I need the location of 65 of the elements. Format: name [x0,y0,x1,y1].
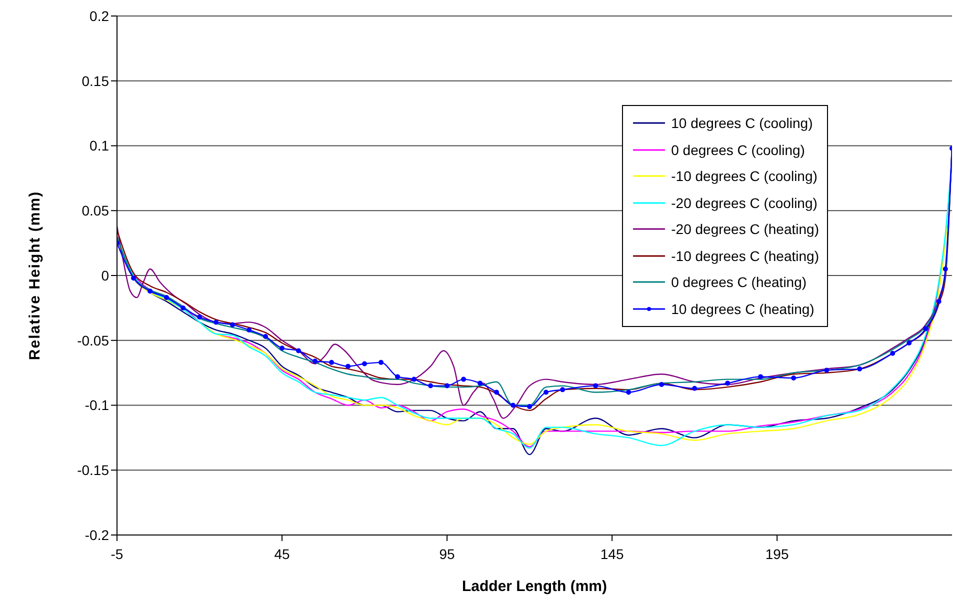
point [180,305,186,310]
y-axis-title: Relative Height (mm) [26,190,44,360]
point [923,326,928,332]
point [378,360,384,365]
legend-label: -10 degrees C (cooling) [671,168,818,184]
y-tick-label: -0.15 [77,462,110,478]
y-tick-label: 0.05 [82,202,110,219]
point [164,295,170,300]
point [510,402,516,408]
point [312,358,318,364]
y-tick-label: 0.1 [90,138,110,154]
point [692,386,698,391]
point [263,334,268,339]
point [906,340,912,346]
point [478,380,483,386]
point [890,350,896,356]
point [758,374,764,380]
point [824,368,830,373]
legend-label: 0 degrees C (cooling) [671,142,805,158]
point [329,360,334,365]
legend-label: 10 degrees C (cooling) [671,115,813,132]
point [461,376,466,382]
y-tick-label: 0.15 [82,72,110,89]
point [230,322,236,328]
point [444,383,450,388]
x-tick-label: 145 [600,546,624,562]
point [659,382,664,387]
y-tick-label: 0 [101,267,110,284]
legend-label: -10 degrees C (heating) [671,248,819,264]
point [494,390,500,395]
y-tick-label: -0.2 [84,526,110,543]
point [280,346,285,351]
legend-label: -20 degrees C (heating) [671,221,819,238]
point [395,374,400,380]
x-axis-title: Ladder Length (mm) [462,578,607,595]
point [246,327,252,332]
point [362,361,368,366]
point [560,387,566,392]
point [131,276,136,281]
legend-label: -20 degrees C (cooling) [671,194,818,211]
point [626,390,632,395]
x-tick-label: 195 [765,546,789,562]
point [725,380,730,386]
point [148,288,153,294]
y-tick-label: 0.2 [90,8,110,24]
x-tick-label: -5 [110,546,124,562]
y-tick-label: -0.1 [84,397,110,414]
point [544,390,549,395]
point [593,383,598,388]
point [214,320,219,325]
point [346,364,351,369]
point [857,366,862,372]
point [791,376,796,381]
point [527,404,532,410]
point [296,348,302,354]
legend-label: 0 degrees C (heating) [671,274,807,290]
point [936,298,942,304]
y-tick-label: -0.05 [77,332,110,348]
point [412,376,417,382]
point [428,383,434,388]
point [942,266,948,272]
x-tick-label: 95 [439,546,456,562]
legend-label: 10 degrees C (heating) [671,300,814,317]
x-tick-label: 45 [274,546,290,562]
point [197,314,202,320]
